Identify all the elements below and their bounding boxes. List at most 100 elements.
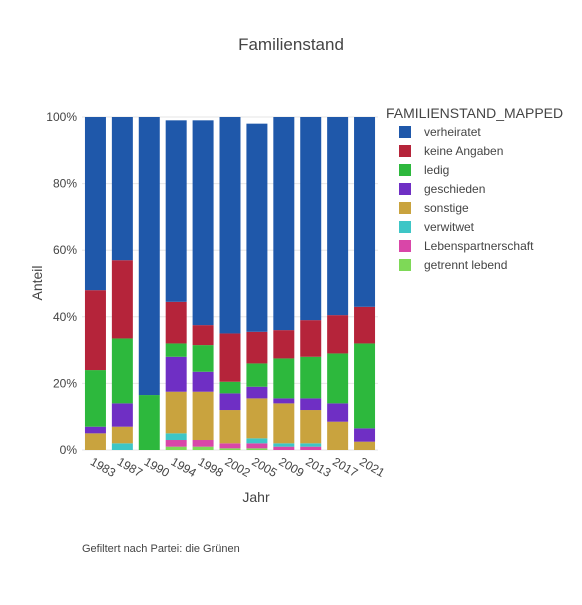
bar-keine-angaben-2017[interactable] [327, 315, 349, 354]
legend-label: ledig [424, 163, 449, 177]
bar-lebenspartnerschaft-2009[interactable] [273, 446, 295, 450]
bar-keine-angaben-1994[interactable] [165, 301, 187, 344]
x-tick-label: 2021 [357, 454, 387, 480]
bar-verwitwet-2009[interactable] [273, 443, 295, 447]
bar-verheiratet-2017[interactable] [327, 117, 349, 316]
legend: verheiratet keine Angaben ledig geschieden s… [399, 125, 534, 272]
bar-getrennt-lebend-1998[interactable] [192, 446, 214, 450]
legend-swatch [399, 221, 411, 233]
y-axis-label: Anteil [29, 265, 45, 300]
bar-sonstige-2017[interactable] [327, 421, 349, 450]
bar-ledig-1994[interactable] [165, 343, 187, 357]
y-tick-label: 0% [60, 443, 78, 457]
bar-lebenspartnerschaft-2002[interactable] [219, 443, 241, 449]
bar-geschieden-2017[interactable] [327, 403, 349, 422]
legend-item-ledig[interactable]: ledig [399, 163, 449, 177]
bar-verwitwet-2005[interactable] [246, 438, 268, 444]
legend-item-geschieden[interactable]: geschieden [399, 182, 485, 196]
bar-lebenspartnerschaft-1994[interactable] [165, 440, 187, 447]
bar-ledig-2002[interactable] [219, 381, 241, 394]
bar-keine-angaben-1987[interactable] [111, 260, 133, 339]
legend-swatch [399, 126, 411, 138]
bar-keine-angaben-2005[interactable] [246, 331, 268, 364]
bar-ledig-1983[interactable] [84, 370, 106, 427]
bar-ledig-2009[interactable] [273, 358, 295, 399]
bar-lebenspartnerschaft-2013[interactable] [300, 446, 322, 450]
bar-verheiratet-2002[interactable] [219, 117, 241, 334]
bar-ledig-2013[interactable] [300, 356, 322, 399]
bar-verheiratet-2005[interactable] [246, 123, 268, 332]
bar-geschieden-2009[interactable] [273, 398, 295, 404]
bar-geschieden-1994[interactable] [165, 356, 187, 392]
x-tick-label: 2017 [330, 454, 360, 480]
bar-sonstige-1994[interactable] [165, 391, 187, 434]
bar-keine-angaben-1998[interactable] [192, 325, 214, 346]
bar-verheiratet-1987[interactable] [111, 117, 133, 261]
bar-verheiratet-1990[interactable] [138, 117, 160, 396]
bar-sonstige-2021[interactable] [354, 441, 376, 450]
bar-verheiratet-1998[interactable] [192, 120, 214, 326]
bar-keine-angaben-2002[interactable] [219, 333, 241, 382]
legend-swatch [399, 202, 411, 214]
bar-ledig-1990[interactable] [138, 395, 160, 450]
bar-geschieden-1998[interactable] [192, 371, 214, 392]
bar-getrennt-lebend-2002[interactable] [219, 448, 241, 450]
bar-lebenspartnerschaft-2005[interactable] [246, 443, 268, 449]
bar-keine-angaben-2021[interactable] [354, 306, 376, 344]
bar-sonstige-1998[interactable] [192, 391, 214, 441]
bar-sonstige-1987[interactable] [111, 426, 133, 444]
bar-keine-angaben-2009[interactable] [273, 330, 295, 359]
bar-verheiratet-2021[interactable] [354, 117, 376, 307]
bar-geschieden-2021[interactable] [354, 428, 376, 442]
legend-swatch [399, 145, 411, 157]
legend-item-sonstige[interactable]: sonstige [399, 201, 469, 215]
bar-verwitwet-1987[interactable] [111, 443, 133, 450]
legend-swatch [399, 259, 411, 271]
bar-sonstige-1983[interactable] [84, 433, 106, 450]
bar-geschieden-2005[interactable] [246, 386, 268, 399]
bar-getrennt-lebend-2005[interactable] [246, 448, 268, 450]
legend-item-keine-angaben[interactable]: keine Angaben [399, 144, 503, 158]
bar-verheiratet-2013[interactable] [300, 117, 322, 321]
bar-ledig-1987[interactable] [111, 338, 133, 404]
bar-geschieden-2013[interactable] [300, 398, 322, 411]
legend-item-lebenspartnerschaft[interactable]: Lebenspartnerschaft [399, 239, 534, 253]
bar-verheiratet-1983[interactable] [84, 117, 106, 291]
bar-keine-angaben-1983[interactable] [84, 290, 106, 371]
bar-sonstige-2013[interactable] [300, 410, 322, 444]
bar-ledig-2005[interactable] [246, 363, 268, 387]
bar-sonstige-2002[interactable] [219, 410, 241, 444]
bar-geschieden-1987[interactable] [111, 403, 133, 427]
x-tick-label: 1990 [142, 454, 172, 480]
footnote: Gefiltert nach Partei: die Grünen [82, 543, 240, 555]
y-tick-label: 40% [53, 310, 77, 324]
bar-keine-angaben-2013[interactable] [300, 320, 322, 357]
x-tick-label: 2013 [303, 454, 333, 480]
bar-sonstige-2005[interactable] [246, 398, 268, 439]
bar-lebenspartnerschaft-1998[interactable] [192, 440, 214, 447]
bar-ledig-2017[interactable] [327, 353, 349, 404]
legend-item-verwitwet[interactable]: verwitwet [399, 220, 475, 234]
bar-ledig-1998[interactable] [192, 345, 214, 372]
legend-item-verheiratet[interactable]: verheiratet [399, 125, 481, 139]
legend-item-getrennt-lebend[interactable]: getrennt lebend [399, 258, 507, 272]
y-tick-label: 80% [53, 177, 77, 191]
legend-title: FAMILIENSTAND_MAPPED [386, 105, 563, 121]
legend-label: verheiratet [424, 125, 481, 139]
x-axis-ticks: 1983198719901994199820022005200920132017… [88, 454, 387, 480]
bar-verwitwet-1994[interactable] [165, 433, 187, 441]
bar-verheiratet-2009[interactable] [273, 117, 295, 331]
legend-label: getrennt lebend [424, 258, 507, 272]
bar-verheiratet-1994[interactable] [165, 120, 187, 302]
bar-getrennt-lebend-1994[interactable] [165, 446, 187, 450]
legend-label: geschieden [424, 182, 485, 196]
y-tick-label: 100% [46, 110, 77, 124]
bar-verwitwet-2013[interactable] [300, 443, 322, 447]
bar-sonstige-2009[interactable] [273, 403, 295, 444]
bar-ledig-2021[interactable] [354, 343, 376, 429]
bar-geschieden-1983[interactable] [84, 426, 106, 434]
y-tick-label: 20% [53, 376, 77, 390]
bar-geschieden-2002[interactable] [219, 393, 241, 411]
legend-swatch [399, 164, 411, 176]
x-tick-label: 1994 [169, 454, 199, 480]
